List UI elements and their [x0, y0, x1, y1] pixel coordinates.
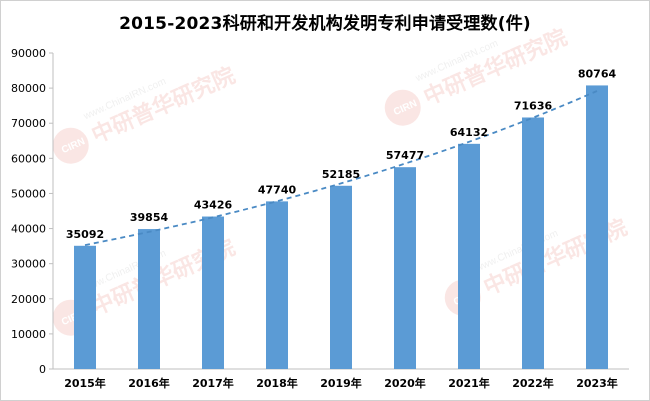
y-tick-label: 80000: [11, 82, 46, 95]
trendline: [84, 90, 598, 246]
bar-2020年: [394, 167, 416, 369]
y-tick-label: 50000: [11, 187, 46, 200]
bar-2016年: [138, 229, 160, 369]
x-tick-label: 2023年: [576, 376, 618, 390]
bar-2015年: [74, 245, 96, 369]
y-tick-label: 20000: [11, 293, 46, 306]
bar-2018年: [266, 201, 288, 369]
x-tick-label: 2019年: [320, 376, 362, 390]
x-tick-label: 2020年: [384, 376, 426, 390]
data-label: 64132: [450, 126, 488, 139]
bar-2023年: [586, 85, 608, 369]
data-label: 52185: [322, 168, 360, 181]
data-label: 80764: [578, 67, 617, 80]
data-label: 57477: [386, 149, 424, 162]
data-label: 47740: [258, 183, 297, 196]
y-tick-label: 90000: [11, 47, 46, 60]
y-tick-label: 30000: [11, 258, 46, 271]
trendline-layer: [84, 90, 598, 246]
y-tick-label: 40000: [11, 223, 46, 236]
label-layer: 2015年 35092 2016年 39854 2017年 43426 2018年 47740…: [64, 67, 618, 390]
x-tick-label: 2022年: [512, 376, 554, 390]
x-tick-label: 2021年: [448, 376, 490, 390]
bar-2019年: [330, 185, 352, 369]
x-tick-label: 2017年: [192, 376, 234, 390]
bar-2021年: [458, 143, 480, 369]
bar-2017年: [202, 216, 224, 369]
bar-layer: [74, 85, 608, 369]
x-tick-label: 2015年: [64, 376, 106, 390]
bar-2022年: [522, 117, 544, 369]
x-tick-label: 2018年: [256, 376, 298, 390]
chart-title: 2015-2023科研和开发机构发明专利申请受理数(件): [119, 14, 531, 34]
data-label: 35092: [66, 228, 104, 241]
data-label: 43426: [194, 199, 233, 212]
data-label: 39854: [130, 211, 169, 224]
y-tick-label: 10000: [11, 328, 46, 341]
data-label: 71636: [514, 99, 553, 112]
y-tick-label: 70000: [11, 117, 46, 130]
y-tick-label: 0: [39, 363, 46, 376]
x-tick-label: 2016年: [128, 376, 170, 390]
y-tick-label: 60000: [11, 152, 46, 165]
